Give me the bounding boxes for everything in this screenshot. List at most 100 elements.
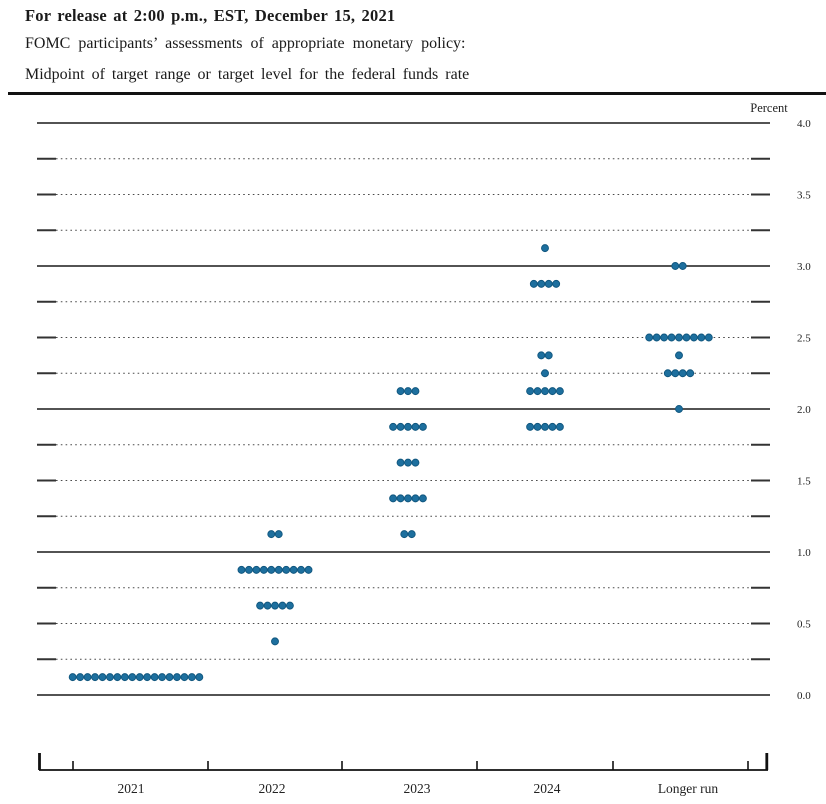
projection-dot — [541, 387, 549, 396]
projection-dot — [411, 458, 420, 467]
projection-dot — [533, 387, 542, 396]
projection-dot — [675, 351, 683, 360]
projection-dot — [682, 333, 691, 342]
projection-dot — [404, 494, 412, 503]
projection-dot — [263, 601, 272, 610]
projection-dot — [404, 422, 412, 431]
projection-dot — [289, 565, 298, 574]
projection-dot — [267, 565, 276, 574]
projection-dot — [418, 422, 427, 431]
chart-subtitle-midpoint: Midpoint of target range or target level… — [25, 66, 470, 83]
projection-dot — [541, 369, 549, 378]
projection-dot — [678, 369, 687, 378]
projection-dot — [150, 673, 159, 682]
projection-dot — [91, 673, 99, 682]
projection-dot — [297, 565, 306, 574]
projection-dot — [143, 673, 152, 682]
y-axis-unit-label: Percent — [750, 101, 788, 115]
projection-dot — [689, 333, 698, 342]
chart-subtitle-policy: FOMC participants’ assessments of approp… — [25, 35, 466, 52]
projection-dot — [645, 333, 654, 342]
projection-dot — [113, 673, 122, 682]
projection-dot — [552, 279, 561, 288]
projection-dot — [98, 673, 107, 682]
projection-dot — [686, 369, 695, 378]
y-axis-label: 2.5 — [797, 333, 811, 345]
y-axis-label: 1.5 — [797, 476, 811, 488]
projection-dot — [304, 565, 313, 574]
projection-dot — [544, 279, 553, 288]
projection-dot — [526, 422, 535, 431]
y-axis-label: 1.0 — [797, 547, 811, 559]
y-axis-label: 0.5 — [797, 619, 811, 631]
projection-dot — [274, 530, 283, 539]
projection-dot — [396, 494, 405, 503]
projection-dot — [105, 673, 114, 682]
projection-dot — [411, 387, 420, 396]
y-axis-label: 3.5 — [797, 190, 811, 202]
projection-dot — [555, 387, 564, 396]
x-axis-label-2023: 2023 — [404, 781, 431, 796]
projection-dot — [667, 333, 676, 342]
projection-dot — [68, 673, 77, 682]
projection-dot — [285, 601, 294, 610]
y-axis-label: 0.0 — [797, 690, 811, 702]
projection-dot — [548, 387, 557, 396]
projection-dot — [660, 333, 669, 342]
projection-dot — [165, 673, 174, 682]
projection-dot — [282, 565, 291, 574]
projection-dot — [396, 458, 405, 467]
projection-dot — [128, 673, 137, 682]
dot-plot-chart: 0.0 0.5 1.0 1.5 2.0 2.5 3.0 3.5 4.0 Percent 2021 20… — [37, 101, 811, 796]
projection-dot — [537, 351, 546, 360]
projection-dot — [652, 333, 661, 342]
projection-dot — [675, 333, 683, 342]
projection-dot — [195, 673, 204, 682]
projection-dot — [389, 422, 398, 431]
projection-dot — [83, 673, 92, 682]
projection-dot — [526, 387, 535, 396]
projection-dot — [704, 333, 713, 342]
projection-dot — [278, 601, 287, 610]
projection-dot — [678, 262, 687, 270]
projection-dot — [537, 279, 546, 288]
projection-dot — [389, 494, 398, 503]
release-line: For release at 2:00 p.m., EST, December … — [25, 6, 396, 25]
projection-dot — [259, 565, 268, 574]
projection-dot — [555, 422, 564, 431]
projection-dot — [671, 262, 680, 270]
projection-dot — [418, 494, 427, 503]
projection-dot — [158, 673, 167, 682]
projection-dot — [411, 494, 420, 503]
projection-dot — [256, 601, 265, 610]
projection-dot — [404, 387, 412, 396]
projection-dot — [252, 565, 261, 574]
projection-dot — [529, 279, 538, 288]
x-axis-label-longer-run: Longer run — [658, 781, 719, 796]
projection-dot — [548, 422, 557, 431]
projection-dot — [400, 530, 409, 539]
projection-dot — [404, 458, 412, 467]
projection-dot — [396, 422, 405, 431]
x-axis-label-2021: 2021 — [118, 781, 145, 796]
y-axis-label: 2.0 — [797, 404, 811, 416]
projection-dot — [173, 673, 181, 682]
projection-dot — [237, 565, 246, 574]
projection-dot — [271, 637, 279, 646]
projection-dot — [120, 673, 129, 682]
projection-dot — [411, 422, 420, 431]
x-axis-label-2022: 2022 — [259, 781, 286, 796]
projection-dot — [671, 369, 680, 378]
projection-dot — [675, 405, 683, 413]
projection-dot — [663, 369, 672, 378]
projection-dot — [541, 244, 549, 253]
y-axis-label: 4.0 — [797, 118, 811, 130]
projection-dot — [135, 673, 144, 682]
y-axis-label: 3.0 — [797, 261, 811, 273]
projection-dot — [267, 530, 276, 539]
projection-dot — [274, 565, 283, 574]
projection-dot — [244, 565, 253, 574]
projection-dot — [187, 673, 196, 682]
projection-dot — [541, 422, 549, 431]
